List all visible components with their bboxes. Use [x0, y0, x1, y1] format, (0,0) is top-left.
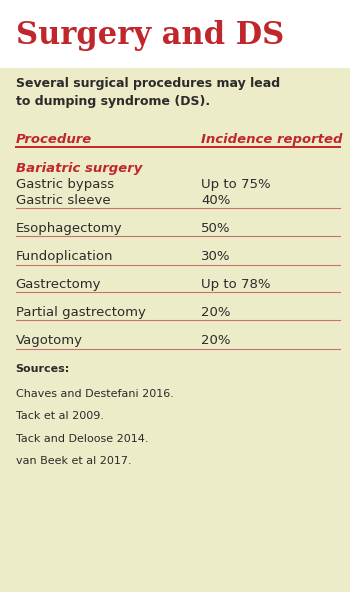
Text: Bariatric surgery: Bariatric surgery [16, 162, 142, 175]
Text: Gastrectomy: Gastrectomy [16, 278, 101, 291]
Text: Vagotomy: Vagotomy [16, 334, 83, 347]
Text: Tack et al 2009.: Tack et al 2009. [16, 411, 104, 422]
Text: Gastric bypass: Gastric bypass [16, 178, 114, 191]
Text: Chaves and Destefani 2016.: Chaves and Destefani 2016. [16, 389, 174, 399]
Text: 20%: 20% [201, 334, 231, 347]
Text: Incidence reported: Incidence reported [201, 133, 343, 146]
Text: Partial gastrectomy: Partial gastrectomy [16, 306, 146, 319]
Text: 40%: 40% [201, 194, 231, 207]
Text: Procedure: Procedure [16, 133, 92, 146]
Text: 20%: 20% [201, 306, 231, 319]
Text: Sources:: Sources: [16, 364, 70, 374]
Text: Surgery and DS: Surgery and DS [16, 20, 284, 50]
Text: Tack and Deloose 2014.: Tack and Deloose 2014. [16, 434, 148, 444]
Bar [0, 0, 350, 68]
Text: 50%: 50% [201, 222, 231, 235]
Text: 30%: 30% [201, 250, 231, 263]
Text: Several surgical procedures may lead
to dumping syndrome (DS).: Several surgical procedures may lead to … [16, 77, 280, 108]
Text: Esophagectomy: Esophagectomy [16, 222, 122, 235]
Text: van Beek et al 2017.: van Beek et al 2017. [16, 456, 131, 466]
Text: Up to 78%: Up to 78% [201, 278, 271, 291]
Text: Up to 75%: Up to 75% [201, 178, 271, 191]
Text: Fundoplication: Fundoplication [16, 250, 113, 263]
Text: Gastric sleeve: Gastric sleeve [16, 194, 110, 207]
